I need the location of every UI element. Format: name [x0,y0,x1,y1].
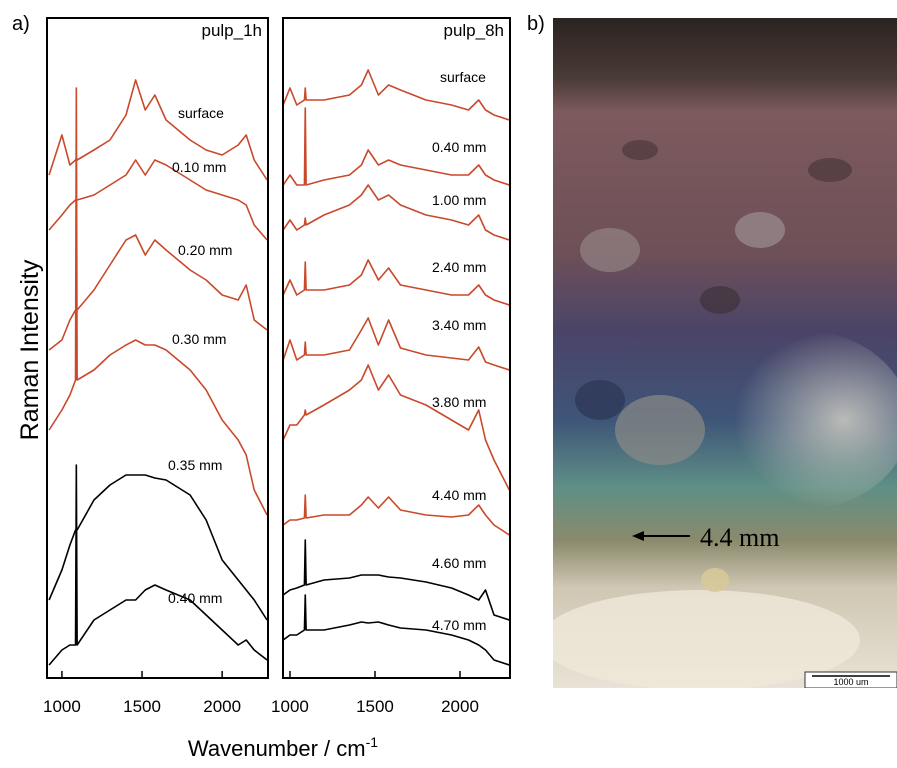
series-label: 0.10 mm [172,159,226,175]
spectrum-line [49,475,267,620]
series-label: 0.30 mm [172,331,226,347]
panel-label: b) [527,13,545,35]
axes-frame [47,18,268,678]
y-axis-label: Raman Intensity [16,259,44,440]
series-label: 4.40 mm [432,487,486,503]
series-label: 0.35 mm [168,457,222,473]
x-axis-label: Wavenumber / cm-1 [188,734,378,761]
spectrum-line [49,465,267,665]
series-label: 4.70 mm [432,617,486,633]
scale-bar-label: 1000 um [833,677,868,687]
panel-label: a) [12,13,30,35]
x-tick-label: 1000 [271,697,309,716]
axes-frame [283,18,510,678]
plot-area [49,80,267,665]
spectrum-line [49,235,267,350]
series-label: 0.40 mm [432,139,486,155]
photo: 1000 um [540,18,897,690]
series-label: 0.20 mm [178,242,232,258]
series-label: 4.60 mm [432,555,486,571]
series-label: 3.80 mm [432,394,486,410]
photo-annotation: 4.4 mm [700,523,779,552]
spectrum-line [49,88,267,515]
panel-title: pulp_1h [201,21,262,40]
series-label: 3.40 mm [432,317,486,333]
spectrum-line [49,80,267,180]
spectrum-line [283,540,509,620]
x-tick-label: 1000 [43,697,81,716]
x-tick-label: 2000 [203,697,241,716]
x-axis-label-superscript: -1 [366,734,379,750]
spectrum-line [283,365,509,490]
x-tick-label: 2000 [441,697,479,716]
x-tick-label: 1500 [123,697,161,716]
x-axis-label-text: Wavenumber / cm [188,736,366,761]
series-label: 1.00 mm [432,192,486,208]
x-tick-label: 1500 [356,697,394,716]
spectrum-line [49,160,267,240]
plot-area [283,70,509,665]
panel-title: pulp_8h [443,21,504,40]
series-label: surface [178,105,224,121]
series-label: surface [440,69,486,85]
series-label: 2.40 mm [432,259,486,275]
series-label: 0.40 mm [168,590,222,606]
figure: a) b) Raman Intensity Wavenumber / cm-1 … [0,0,897,763]
